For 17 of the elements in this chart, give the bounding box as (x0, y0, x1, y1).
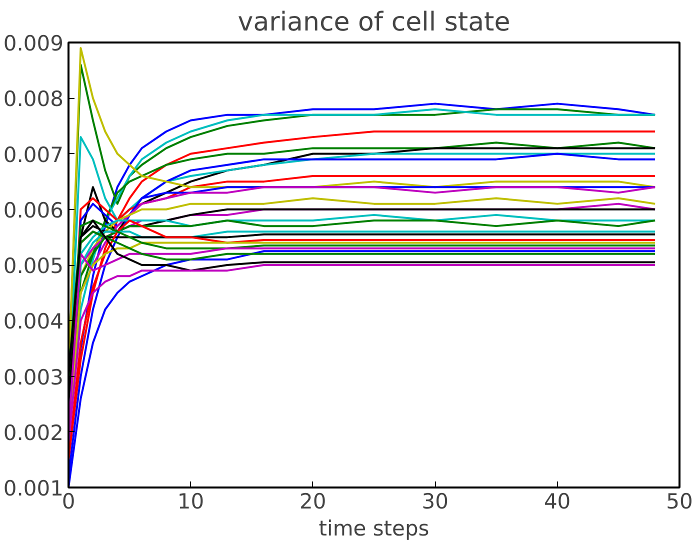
x-tick-label: 50 (666, 490, 693, 514)
x-axis-title: time steps (318, 516, 430, 540)
y-tick-label: 0.005 (3, 254, 64, 278)
x-tick-label: 20 (300, 490, 326, 514)
x-tick-label: 40 (544, 490, 571, 514)
x-tick-label: 30 (422, 490, 448, 514)
y-tick-label: 0.003 (3, 365, 64, 390)
y-tick-label: 0.001 (3, 476, 64, 500)
y-tick-label: 0.006 (3, 198, 64, 222)
y-tick-label: 0.009 (3, 32, 64, 56)
y-tick-label: 0.004 (3, 310, 64, 334)
x-tick-label: 10 (177, 490, 204, 514)
y-tick-label: 0.002 (3, 420, 64, 445)
y-tick-label: 0.008 (3, 87, 64, 112)
chart-title: variance of cell state (238, 8, 510, 38)
x-tick-label: 0 (62, 490, 76, 514)
y-tick-label: 0.007 (3, 142, 64, 167)
